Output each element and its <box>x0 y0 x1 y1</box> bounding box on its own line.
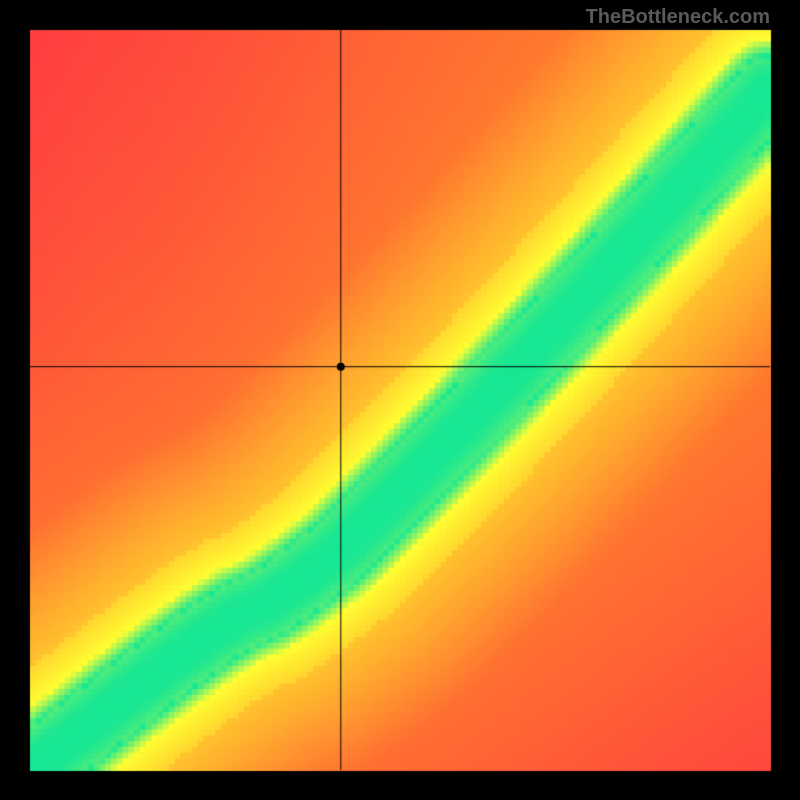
bottleneck-heatmap <box>0 0 800 800</box>
watermark-text: TheBottleneck.com <box>586 6 770 29</box>
chart-container: TheBottleneck.com <box>0 0 800 800</box>
